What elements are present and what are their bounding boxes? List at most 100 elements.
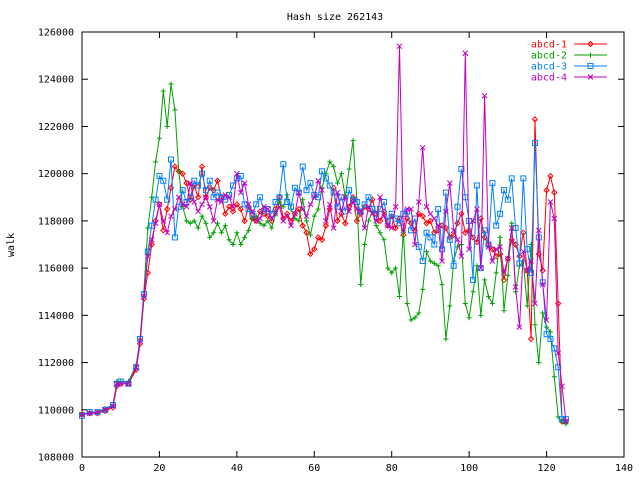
data-point — [187, 180, 194, 186]
data-point — [361, 201, 368, 208]
data-point — [431, 260, 437, 266]
data-point — [559, 416, 566, 423]
data-point — [466, 217, 473, 224]
data-point — [199, 201, 205, 208]
data-point — [354, 206, 360, 212]
data-point — [264, 206, 271, 213]
data-point — [478, 312, 484, 318]
data-point — [412, 241, 418, 248]
data-point — [334, 217, 341, 225]
data-point — [563, 418, 569, 425]
data-point — [338, 171, 344, 177]
data-point — [195, 208, 201, 215]
data-point — [504, 196, 511, 203]
data-point — [222, 210, 229, 218]
data-point — [588, 52, 593, 58]
data-point — [520, 229, 527, 236]
data-point — [551, 345, 558, 352]
data-point — [319, 187, 325, 194]
data-point — [462, 50, 469, 57]
data-point — [230, 242, 236, 247]
y-tick-label: 114000 — [38, 311, 74, 322]
y-axis-label: walk — [6, 233, 17, 257]
data-point — [373, 210, 380, 217]
data-point — [152, 196, 159, 203]
data-point — [447, 303, 453, 309]
data-point — [385, 265, 391, 271]
x-tick-label: 20 — [153, 463, 165, 474]
data-point — [524, 303, 530, 309]
data-point — [211, 230, 217, 236]
data-point — [156, 201, 163, 208]
data-point — [473, 182, 480, 189]
data-point — [450, 227, 457, 234]
y-tick-label: 126000 — [38, 28, 74, 39]
data-point — [175, 203, 182, 210]
data-point — [527, 335, 535, 343]
data-point — [419, 212, 426, 220]
data-point — [392, 203, 399, 210]
data-point — [315, 177, 322, 184]
data-point — [350, 199, 356, 205]
data-point — [222, 223, 228, 229]
data-point — [365, 218, 371, 224]
data-point — [269, 225, 275, 231]
data-point — [547, 172, 554, 180]
data-point — [516, 260, 523, 267]
data-point — [551, 374, 557, 380]
data-point — [222, 192, 229, 198]
series-line — [81, 83, 567, 425]
data-point — [365, 203, 372, 210]
data-point — [587, 40, 594, 48]
data-point — [179, 187, 186, 194]
data-point — [102, 406, 109, 413]
data-point — [241, 217, 248, 225]
data-point — [357, 208, 364, 215]
data-point — [524, 246, 531, 253]
data-point — [299, 222, 306, 229]
data-point — [206, 203, 213, 210]
data-point — [237, 205, 244, 213]
data-point — [234, 170, 240, 177]
data-point — [303, 229, 310, 236]
data-point — [314, 234, 322, 241]
data-point — [512, 224, 519, 231]
data-point — [249, 208, 256, 215]
data-point — [435, 263, 441, 269]
data-point — [400, 227, 407, 234]
data-point — [358, 282, 364, 288]
y-tick-label: 124000 — [38, 75, 74, 86]
data-point — [524, 267, 531, 274]
data-point — [419, 258, 426, 265]
data-point — [384, 217, 391, 224]
data-point — [175, 194, 182, 201]
data-point — [276, 194, 283, 201]
data-point — [207, 234, 213, 240]
data-point — [307, 201, 314, 208]
data-point — [404, 301, 410, 307]
data-point — [79, 411, 85, 418]
data-point — [322, 175, 329, 182]
x-tick-label: 0 — [79, 463, 85, 474]
data-point — [373, 223, 379, 229]
data-point — [497, 210, 504, 217]
data-point — [86, 409, 93, 416]
data-point — [520, 248, 527, 255]
data-point — [307, 180, 314, 187]
data-point — [233, 201, 241, 208]
data-point — [272, 210, 279, 217]
data-point — [531, 139, 538, 146]
data-point — [198, 163, 206, 170]
data-point — [253, 218, 260, 224]
data-point — [276, 203, 283, 210]
data-point — [86, 410, 93, 417]
data-point — [396, 293, 402, 299]
data-point — [299, 206, 306, 212]
y-tick-label: 122000 — [38, 122, 74, 133]
data-point — [331, 164, 337, 170]
data-point — [446, 236, 453, 243]
data-point — [482, 277, 488, 283]
data-point — [369, 210, 376, 217]
data-point — [261, 203, 267, 210]
data-point — [477, 265, 484, 271]
